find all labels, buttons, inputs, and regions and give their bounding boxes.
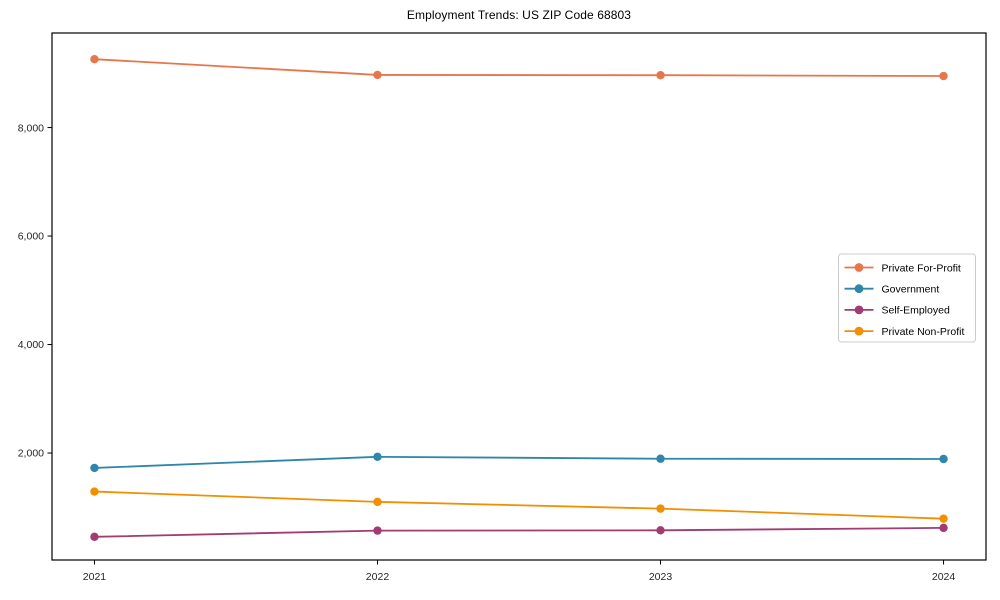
legend-label-government: Government bbox=[882, 284, 940, 296]
data-point-private-for-profit-2023 bbox=[656, 71, 665, 80]
data-point-self-employed-2023 bbox=[656, 526, 665, 535]
data-point-self-employed-2021 bbox=[90, 532, 99, 542]
series-line-private-for-profit bbox=[93, 58, 945, 77]
data-point-government-2023 bbox=[656, 454, 665, 463]
legend-label-private-for-profit: Private For-Profit bbox=[882, 262, 961, 274]
data-point-private-non-profit-2023 bbox=[656, 504, 665, 513]
y-tick-label: 6,000 bbox=[18, 231, 44, 243]
y-tick-label: 2,000 bbox=[18, 448, 44, 460]
data-point-private-non-profit-2022 bbox=[373, 497, 382, 507]
legend-marker-private-for-profit bbox=[854, 263, 864, 272]
y-tick-label: 8,000 bbox=[18, 122, 44, 134]
data-point-private-for-profit-2021 bbox=[90, 55, 99, 64]
legend-marker-private-non-profit bbox=[854, 326, 864, 336]
x-tick-label: 2022 bbox=[366, 571, 390, 583]
data-point-government-2021 bbox=[90, 463, 99, 473]
legend-marker-self-employed bbox=[854, 305, 864, 315]
x-tick-label: 2023 bbox=[649, 571, 673, 583]
plot-border bbox=[51, 32, 987, 561]
data-point-government-2022 bbox=[373, 452, 382, 462]
legend-box bbox=[838, 253, 976, 343]
x-tick-label: 2021 bbox=[83, 571, 107, 583]
legend-label-private-non-profit: Private Non-Profit bbox=[882, 326, 965, 338]
data-point-self-employed-2022 bbox=[373, 526, 382, 535]
chart-title: Employment Trends: US ZIP Code 68803 bbox=[406, 8, 632, 22]
data-point-self-employed-2024 bbox=[939, 523, 948, 533]
series-line-self-employed bbox=[93, 526, 945, 538]
data-point-private-non-profit-2024 bbox=[939, 514, 948, 523]
data-point-private-non-profit-2021 bbox=[90, 487, 99, 496]
series-line-government bbox=[93, 455, 945, 469]
data-point-private-for-profit-2022 bbox=[373, 70, 382, 80]
legend-marker-government bbox=[854, 284, 864, 294]
data-point-government-2024 bbox=[939, 454, 948, 464]
data-point-private-for-profit-2024 bbox=[939, 71, 948, 81]
legend-label-self-employed: Self-Employed bbox=[882, 305, 950, 317]
y-tick-label: 4,000 bbox=[18, 339, 44, 351]
series-line-private-non-profit bbox=[93, 490, 945, 520]
x-tick-label: 2024 bbox=[932, 571, 956, 583]
